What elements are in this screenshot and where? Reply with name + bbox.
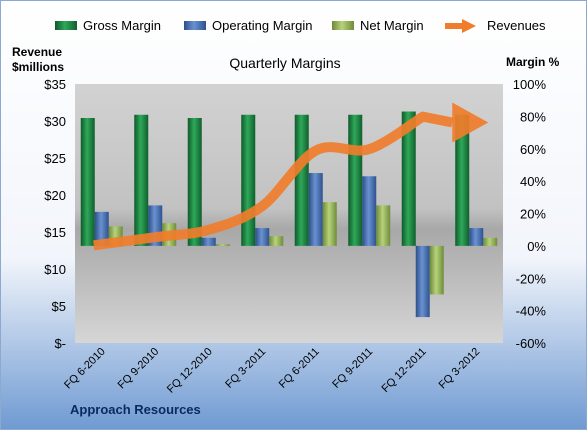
- legend-item-operating-margin: Operating Margin: [184, 18, 312, 33]
- revenue-line: [93, 111, 454, 251]
- operating-margin-bar: [308, 173, 323, 246]
- legend-swatch-net-margin: [332, 21, 354, 30]
- right-tick-label: 60%: [520, 142, 546, 157]
- net-margin-bar: [322, 202, 337, 246]
- legend-label-operating-margin: Operating Margin: [212, 18, 312, 33]
- right-tick-label: -40%: [516, 304, 547, 319]
- left-tick-label: $25: [44, 151, 66, 166]
- gross-margin-bar: [455, 114, 470, 246]
- left-axis-ticks: $- $5 $10 $15 $20 $25 $30 $35: [44, 77, 66, 351]
- net-margin-bar: [215, 244, 230, 246]
- operating-margin-bar: [415, 245, 430, 318]
- legend: Gross Margin Operating Margin Net Margin…: [55, 18, 546, 33]
- left-axis-label-line2: $millions: [12, 60, 64, 74]
- legend-label-revenues: Revenues: [487, 18, 546, 33]
- revenue-arrowhead: [452, 102, 489, 143]
- left-tick-label: $15: [44, 225, 66, 240]
- gross-margin-bar: [294, 114, 309, 246]
- left-tick-label: $20: [44, 188, 66, 203]
- net-margin-bar: [429, 245, 444, 295]
- revenue-series: [93, 102, 489, 251]
- operating-margin-bar: [201, 237, 216, 246]
- left-tick-label: $10: [44, 262, 66, 277]
- operating-margin-bar: [362, 176, 377, 246]
- legend-label-gross-margin: Gross Margin: [83, 18, 161, 33]
- right-tick-label: 80%: [520, 109, 546, 124]
- right-tick-label: -60%: [516, 336, 547, 351]
- gross-margin-bar: [134, 114, 149, 246]
- left-tick-label: $-: [54, 336, 66, 351]
- net-margin-bar: [269, 236, 284, 246]
- footer-label: Approach Resources: [70, 402, 201, 417]
- legend-item-gross-margin: Gross Margin: [55, 18, 161, 33]
- legend-item-net-margin: Net Margin: [332, 18, 424, 33]
- gross-margin-bar: [187, 117, 202, 246]
- net-margin-bar: [376, 205, 391, 246]
- chart-title: Quarterly Margins: [229, 55, 340, 71]
- gross-margin-bar: [348, 114, 363, 246]
- operating-margin-bar: [469, 228, 484, 246]
- right-tick-label: -20%: [516, 271, 547, 286]
- left-axis-label-line1: Revenue: [12, 45, 62, 59]
- right-tick-label: 20%: [520, 207, 546, 222]
- legend-label-net-margin: Net Margin: [360, 18, 424, 33]
- right-axis-label: Margin %: [506, 55, 560, 69]
- net-margin-bar: [483, 237, 498, 246]
- right-tick-label: 0%: [527, 239, 546, 254]
- right-tick-label: 100%: [513, 77, 547, 92]
- left-tick-label: $5: [52, 299, 66, 314]
- gross-margin-bar: [241, 114, 256, 246]
- legend-swatch-gross-margin: [55, 21, 77, 30]
- right-tick-label: 40%: [520, 174, 546, 189]
- legend-arrow-revenues: [462, 19, 476, 33]
- gross-margin-bar: [80, 117, 95, 246]
- legend-item-revenues: Revenues: [445, 18, 546, 33]
- gross-margin-bar: [401, 111, 416, 246]
- left-tick-label: $30: [44, 114, 66, 129]
- operating-margin-bar: [94, 211, 109, 246]
- right-axis-ticks: -60% -40% -20% 0% 20% 40% 60% 80% 100%: [513, 77, 547, 351]
- legend-swatch-operating-margin: [184, 21, 206, 30]
- operating-margin-bar: [255, 228, 270, 246]
- left-tick-label: $35: [44, 77, 66, 92]
